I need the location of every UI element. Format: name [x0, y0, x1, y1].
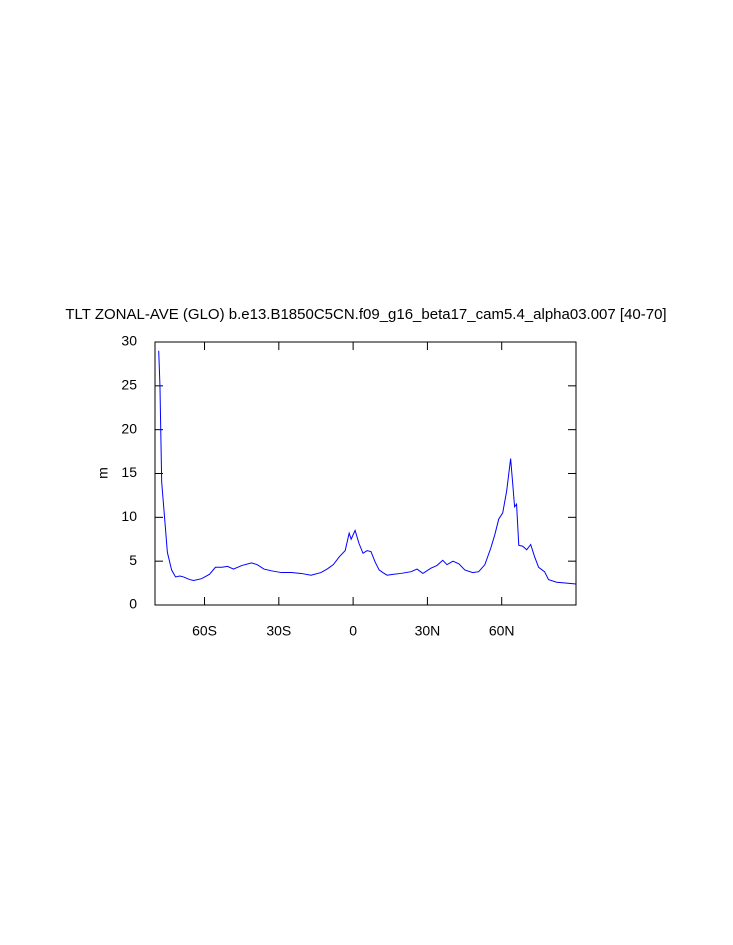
- y-tick-label: 20: [121, 420, 137, 436]
- y-tick-label: 15: [121, 464, 137, 480]
- x-tick-label: 0: [349, 623, 357, 639]
- x-tick-label: 60N: [489, 623, 515, 639]
- plot-frame: [154, 341, 577, 606]
- y-tick-label: 30: [121, 333, 137, 349]
- y-tick-label: 10: [121, 508, 137, 524]
- y-axis-label: m: [95, 467, 111, 479]
- x-tick-label: 30N: [415, 623, 441, 639]
- y-tick-label: 25: [121, 377, 137, 393]
- x-tick-label: 60S: [192, 623, 217, 639]
- y-tick-label: 5: [129, 552, 137, 568]
- x-tick-label: 30S: [266, 623, 291, 639]
- data-line: [158, 350, 577, 585]
- chart-title: TLT ZONAL-AVE (GLO) b.e13.B1850C5CN.f09_…: [65, 306, 666, 323]
- y-tick-label: 0: [129, 596, 137, 612]
